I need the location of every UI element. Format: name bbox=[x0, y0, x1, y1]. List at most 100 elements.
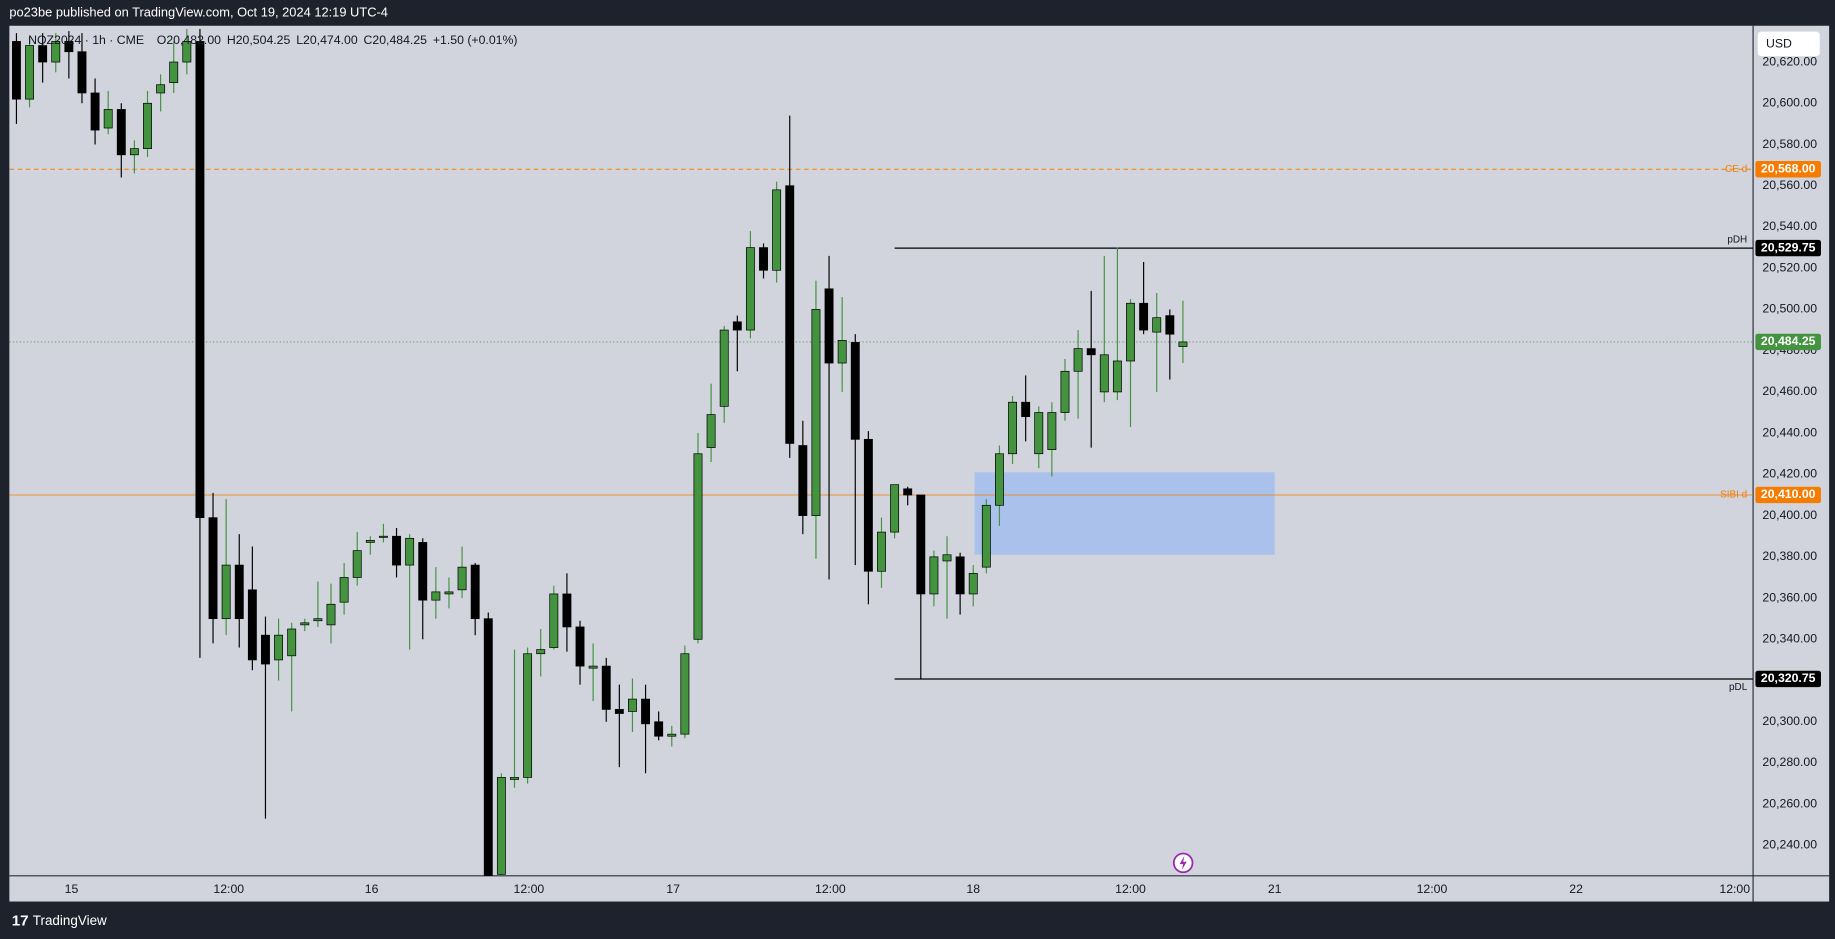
x-tick-label: 15 bbox=[65, 882, 79, 896]
candle-body bbox=[287, 628, 297, 657]
y-tick-label: 20,520.00 bbox=[1762, 260, 1817, 274]
event-icon-bolt bbox=[1179, 855, 1187, 870]
candle-body bbox=[1178, 341, 1188, 347]
candle-body bbox=[1126, 302, 1135, 362]
candle-body bbox=[169, 61, 179, 84]
candle-body bbox=[601, 665, 611, 710]
candle-body bbox=[182, 41, 192, 63]
candle-body bbox=[418, 542, 428, 601]
candle-body bbox=[64, 41, 74, 53]
candle-body bbox=[759, 247, 768, 271]
y-tick-label: 20,600.00 bbox=[1762, 96, 1817, 110]
candle-body bbox=[916, 494, 926, 595]
candle-body bbox=[523, 653, 533, 778]
ohlc-legend: O20,482.00 H20,504.25 L20,474.00 C20,484.25… bbox=[157, 33, 518, 47]
candle-body bbox=[654, 721, 664, 737]
candle-body bbox=[981, 504, 991, 568]
candle-body bbox=[850, 342, 860, 440]
candle-body bbox=[798, 445, 808, 516]
candle-body bbox=[247, 589, 257, 661]
currency-button[interactable] bbox=[1757, 31, 1820, 57]
candle-body bbox=[313, 618, 323, 622]
candle-body bbox=[234, 564, 244, 620]
candle-body bbox=[903, 488, 913, 496]
x-tick-label: 12:00 bbox=[514, 882, 545, 896]
candle-body bbox=[221, 564, 231, 620]
candle-body bbox=[143, 102, 152, 149]
overlay: 20,620.00 20,600.00 20,580.00 20,560.00 20,5… bbox=[65, 54, 1821, 896]
ohlc-value: O20,482.00 bbox=[157, 33, 221, 47]
y-tick-label: 20,580.00 bbox=[1762, 137, 1817, 151]
x-tick-label: 12:00 bbox=[1719, 882, 1750, 896]
logo-mark: 17 bbox=[12, 912, 29, 929]
candle-body bbox=[378, 535, 388, 538]
candle-body bbox=[77, 51, 87, 94]
candle-body bbox=[824, 288, 834, 364]
candle-body bbox=[300, 622, 310, 626]
candle-body bbox=[444, 591, 454, 595]
candle-body bbox=[261, 634, 270, 665]
candle-body bbox=[1034, 412, 1044, 455]
price-badge bbox=[1755, 239, 1821, 257]
y-tick-label: 20,380.00 bbox=[1762, 549, 1817, 563]
candle-body bbox=[772, 189, 782, 271]
candle-body bbox=[496, 777, 506, 875]
candle-body bbox=[25, 45, 34, 100]
price-badge bbox=[1755, 333, 1821, 351]
candle-body bbox=[536, 649, 546, 655]
candle-body bbox=[405, 537, 415, 566]
candle-body bbox=[129, 148, 139, 156]
candle-body bbox=[942, 554, 952, 562]
candle-body bbox=[90, 92, 100, 131]
candle-body bbox=[195, 41, 205, 519]
price-badge-label: 20,484.25 bbox=[1761, 334, 1816, 348]
price-badge-label: 20,410.00 bbox=[1761, 487, 1816, 501]
candle-body bbox=[680, 653, 690, 735]
x-tick-label: 18 bbox=[966, 882, 980, 896]
candle-body bbox=[1008, 401, 1017, 455]
y-tick-label: 20,440.00 bbox=[1762, 425, 1817, 439]
ohlc-value: +1.50 (+0.01%) bbox=[433, 33, 518, 47]
candle-body bbox=[614, 709, 624, 714]
candle-body bbox=[994, 453, 1004, 506]
chart-background bbox=[9, 25, 1830, 902]
x-tick-label: 21 bbox=[1268, 882, 1282, 896]
y-tick-label: 20,400.00 bbox=[1762, 508, 1817, 522]
candle-body bbox=[326, 603, 336, 626]
candle-body bbox=[116, 109, 126, 156]
candle-body bbox=[968, 572, 978, 595]
level-label: pDL bbox=[1729, 682, 1748, 693]
ohlc-value: L20,474.00 bbox=[296, 33, 358, 47]
candle-body bbox=[352, 550, 362, 578]
price-badge-label: 20,320.75 bbox=[1761, 671, 1816, 685]
candle-body bbox=[1112, 360, 1122, 393]
sibi-zone bbox=[974, 472, 1275, 555]
plot-area bbox=[9, 29, 1754, 876]
candle-body bbox=[1073, 348, 1083, 372]
candle-body bbox=[1165, 315, 1175, 335]
price-badge bbox=[1755, 670, 1821, 688]
level-label: pDH bbox=[1727, 235, 1747, 246]
candle-body bbox=[457, 566, 467, 591]
candle-body bbox=[785, 185, 795, 444]
candle-body bbox=[575, 626, 585, 667]
candle-body bbox=[51, 41, 61, 63]
x-tick-label: 22 bbox=[1569, 882, 1583, 896]
candle-body bbox=[208, 517, 218, 620]
x-tick-label: 12:00 bbox=[815, 882, 846, 896]
y-tick-label: 20,260.00 bbox=[1762, 796, 1817, 810]
y-tick-label: 20,560.00 bbox=[1762, 178, 1817, 192]
x-tick-label: 12:00 bbox=[213, 882, 244, 896]
price-badge bbox=[1755, 486, 1821, 504]
y-tick-label: 20,360.00 bbox=[1762, 590, 1817, 604]
candle-body bbox=[811, 309, 821, 516]
candle-body bbox=[103, 109, 113, 129]
candle-body bbox=[11, 41, 21, 100]
candle-body bbox=[641, 698, 651, 725]
candle-body bbox=[837, 340, 847, 364]
currency-label[interactable]: USD bbox=[1766, 37, 1792, 51]
candle-body bbox=[549, 593, 559, 648]
y-tick-label: 20,500.00 bbox=[1762, 302, 1817, 316]
x-tick-label: 16 bbox=[365, 882, 379, 896]
